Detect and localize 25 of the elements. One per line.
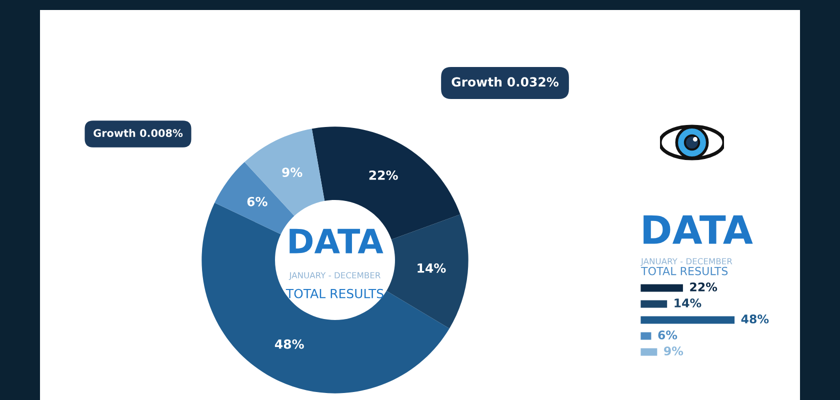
bar xyxy=(640,298,668,310)
bar xyxy=(640,346,659,358)
donut-slice xyxy=(386,214,468,328)
donut-slice xyxy=(244,128,325,216)
text: Growth 0.032% xyxy=(452,76,559,87)
bar xyxy=(640,330,653,342)
bar xyxy=(640,282,684,294)
data-label: 9% xyxy=(282,168,302,178)
data-label: 48% xyxy=(274,339,304,349)
data-label: 14% xyxy=(418,263,446,273)
text: JANUARY - DECEMBER xyxy=(288,272,380,280)
text: Growth 0.008% xyxy=(94,128,183,138)
chart-subtitle: JANUARY - DECEMBER xyxy=(640,258,732,266)
data-label: 48% xyxy=(741,314,769,324)
data-label: 6% xyxy=(658,330,678,340)
data-label: 22% xyxy=(369,170,398,180)
text: TOTAL RESULTS xyxy=(640,266,728,276)
bar xyxy=(640,314,736,326)
data-label: 14% xyxy=(674,298,702,308)
data-label: 6% xyxy=(247,196,268,206)
chart-title: DATA xyxy=(644,215,753,244)
text: TOTAL RESULTS xyxy=(286,288,384,298)
text: DATA xyxy=(290,228,384,254)
data-label: 22% xyxy=(690,282,718,292)
data-label: 9% xyxy=(664,346,684,356)
